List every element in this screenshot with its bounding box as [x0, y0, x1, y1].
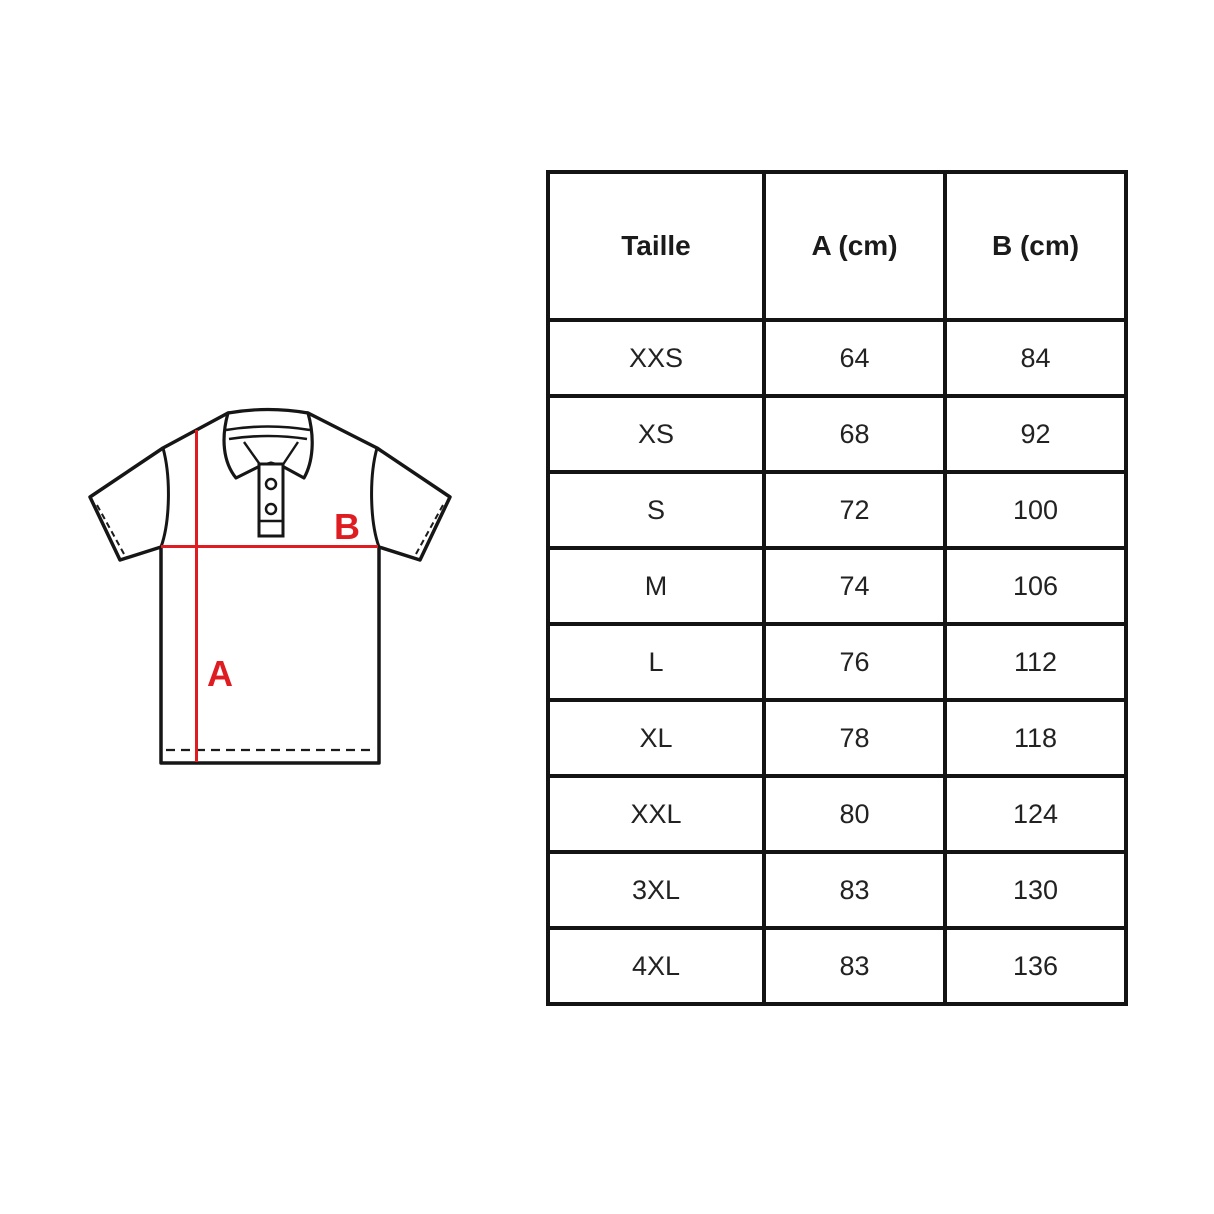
- table-cell: 83: [762, 850, 947, 930]
- collar-band-seam-lower: [228, 434, 308, 441]
- table-cell: 84: [943, 318, 1128, 398]
- table-cell: 3XL: [546, 850, 766, 930]
- table-row: 4XL 83 136: [546, 926, 1128, 1006]
- table-row: M 74 106: [546, 546, 1128, 626]
- table-cell: 112: [943, 622, 1128, 702]
- right-armhole-seam: [370, 447, 381, 548]
- table-cell: 76: [762, 622, 947, 702]
- polo-shirt-diagram: A B: [88, 407, 452, 765]
- table-cell: XL: [546, 698, 766, 778]
- table-cell: 4XL: [546, 926, 766, 1006]
- table-row: L 76 112: [546, 622, 1128, 702]
- placket: [257, 462, 285, 538]
- table-row: XS 68 92: [546, 394, 1128, 474]
- button-top: [264, 477, 278, 491]
- collar-band-seam-upper: [225, 425, 311, 432]
- table-cell: 78: [762, 698, 947, 778]
- table-cell: 106: [943, 546, 1128, 626]
- table-cell: 100: [943, 470, 1128, 550]
- table-cell: 64: [762, 318, 947, 398]
- table-cell: 72: [762, 470, 947, 550]
- size-table: Taille A (cm) B (cm) XXS 64 84 XS 68 92 S 72 100…: [546, 170, 1128, 1006]
- table-cell: 83: [762, 926, 947, 1006]
- neckline-seam-left: [243, 441, 262, 467]
- table-cell: 130: [943, 850, 1128, 930]
- table-cell: 136: [943, 926, 1128, 1006]
- table-row: XL 78 118: [546, 698, 1128, 778]
- table-cell: S: [546, 470, 766, 550]
- table-cell: 118: [943, 698, 1128, 778]
- table-cell: M: [546, 546, 766, 626]
- label-b: B: [334, 506, 360, 547]
- label-a: A: [207, 653, 233, 694]
- table-row: XXL 80 124: [546, 774, 1128, 854]
- size-table-body: XXS 64 84 XS 68 92 S 72 100 M 74 106 L 76 112 XL 78 118 XX…: [546, 318, 1128, 1006]
- size-table-container: Taille A (cm) B (cm) XXS 64 84 XS 68 92 S 72 100…: [546, 170, 1128, 1006]
- header-a-cm: A (cm): [762, 170, 947, 322]
- table-cell: 92: [943, 394, 1128, 474]
- header-taille: Taille: [546, 170, 766, 322]
- table-cell: 74: [762, 546, 947, 626]
- table-cell: XXS: [546, 318, 766, 398]
- table-cell: XS: [546, 394, 766, 474]
- table-row: 3XL 83 130: [546, 850, 1128, 930]
- table-cell: 80: [762, 774, 947, 854]
- table-row: S 72 100: [546, 470, 1128, 550]
- table-row: XXS 64 84: [546, 318, 1128, 398]
- neckline-seam-right: [281, 441, 299, 467]
- table-cell: 124: [943, 774, 1128, 854]
- table-cell: XXL: [546, 774, 766, 854]
- left-armhole-seam: [159, 447, 170, 548]
- table-cell: L: [546, 622, 766, 702]
- header-b-cm: B (cm): [943, 170, 1128, 322]
- table-cell: 68: [762, 394, 947, 474]
- button-bottom: [264, 502, 278, 516]
- table-header-row: Taille A (cm) B (cm): [546, 170, 1128, 322]
